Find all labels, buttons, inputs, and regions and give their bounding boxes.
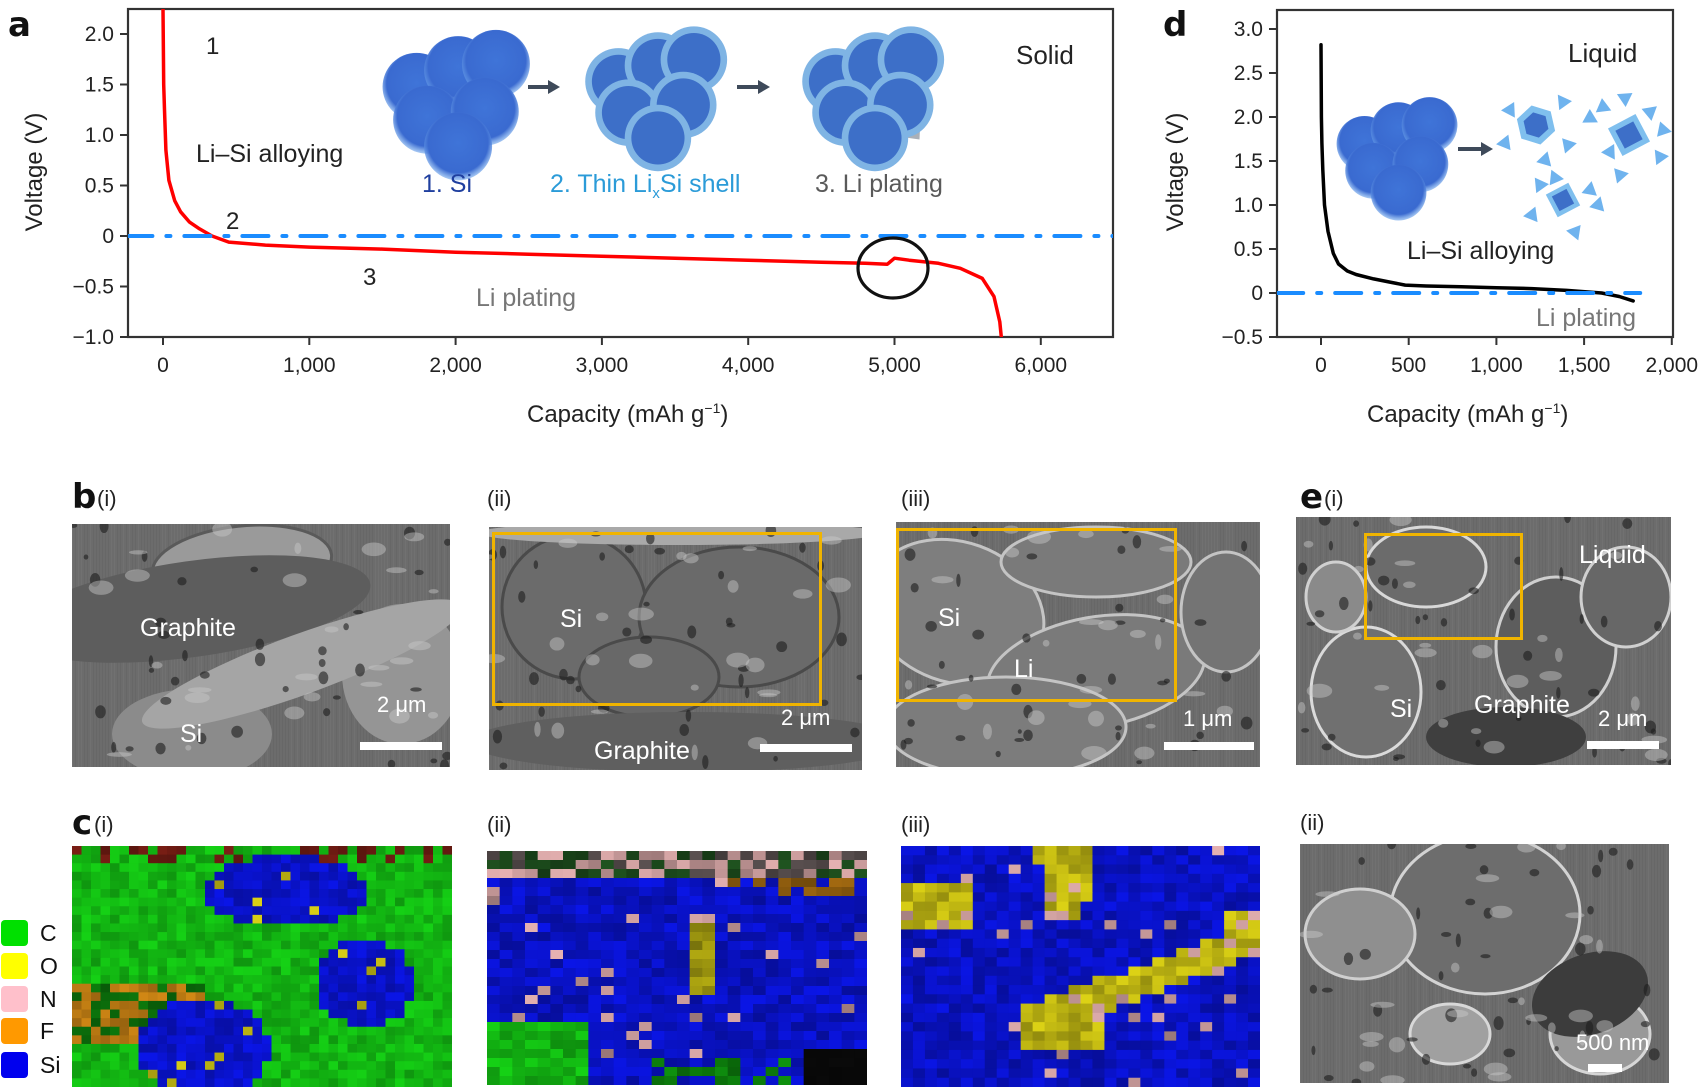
svg-text:1,000: 1,000: [1470, 354, 1523, 377]
scale-bar: [360, 742, 442, 750]
scale-bar: [760, 744, 852, 752]
panel-label-b: b: [72, 477, 97, 517]
svg-text:1.5: 1.5: [85, 74, 114, 97]
alloying-label-d: Li–Si alloying: [1407, 237, 1555, 265]
scale-bar: [1164, 742, 1254, 750]
eds-map-c-ii: [487, 851, 867, 1085]
region-label-1: 1: [206, 33, 220, 60]
y-axis-title-d: Voltage (V): [1162, 112, 1189, 232]
svg-text:3.0: 3.0: [1234, 18, 1263, 41]
svg-text:5,000: 5,000: [868, 354, 921, 377]
panel-label-a: a: [8, 5, 31, 45]
svg-text:500: 500: [1391, 354, 1426, 377]
scale-bar: [1587, 741, 1659, 749]
condition-label-solid: Solid: [1016, 40, 1074, 70]
legend-swatch-c: [1, 920, 28, 946]
roi-box: [492, 532, 822, 706]
step-label-lixsi-shell: 2. Thin LixSi shell: [550, 170, 741, 202]
svg-text:−1.0: −1.0: [73, 326, 114, 349]
plating-label-a: Li plating: [476, 284, 577, 312]
panel-c-sub-iii: (iii): [901, 812, 931, 837]
svg-text:0.5: 0.5: [85, 175, 114, 198]
roi-box: [896, 528, 1177, 702]
scale-label: 1 μm: [1183, 706, 1233, 731]
svg-text:2.5: 2.5: [1234, 62, 1263, 85]
scale-label: 2 μm: [377, 692, 427, 717]
step-label-si: 1. Si: [422, 170, 473, 198]
plating-label-d: Li plating: [1536, 304, 1637, 332]
x-axis-title-a-text: Capacity (mAh g−1): [527, 400, 729, 428]
label-si: Si: [180, 720, 203, 748]
eds-map-c-i: [72, 846, 452, 1087]
panel-b-sub-iii: (iii): [901, 486, 931, 511]
label-graphite: Graphite: [1474, 691, 1570, 719]
label-graphite: Graphite: [594, 737, 690, 765]
svg-text:3,000: 3,000: [576, 354, 629, 377]
svg-text:0: 0: [102, 225, 114, 248]
svg-text:2.0: 2.0: [1234, 106, 1263, 129]
x-axis-title-d: Capacity (mAh g−1): [1367, 400, 1569, 428]
panel-b-sub-i: (i): [97, 486, 117, 511]
panel-label-c: c: [72, 803, 93, 843]
svg-text:0.5: 0.5: [1234, 238, 1263, 261]
panel-e-sub-ii: (ii): [1300, 810, 1325, 835]
x-axis-title-a: Capacity (mAh g−1): [527, 400, 728, 429]
sem-image-e-i: Liquid Si Graphite 2 μm: [1296, 517, 1671, 765]
panel-c-sub-i: (i): [94, 812, 114, 837]
svg-text:0: 0: [1251, 282, 1263, 305]
panel-label-e: e: [1300, 477, 1324, 517]
sem-image-e-ii: 500 nm: [1300, 844, 1669, 1083]
region-label-2: 2: [226, 208, 240, 235]
svg-text:1,000: 1,000: [283, 354, 336, 377]
legend-swatch-f: [1, 1018, 28, 1044]
legend-label-o: O: [40, 953, 58, 979]
chart-a-plot: 0 1,000 2,000 3,000 4,000 5,000 6,000 2.0 1.5 1.0…: [73, 7, 1115, 377]
scale-label: 2 μm: [1598, 706, 1648, 731]
legend-label-n: N: [40, 986, 57, 1012]
svg-text:6,000: 6,000: [1015, 354, 1068, 377]
legend-label-si: Si: [40, 1052, 61, 1078]
label-li: Li: [1014, 655, 1034, 683]
svg-text:2.0: 2.0: [85, 23, 114, 46]
legend-swatch-si: [1, 1052, 28, 1078]
svg-text:0: 0: [1315, 354, 1327, 377]
svg-text:4,000: 4,000: [722, 354, 775, 377]
condition-label-liquid: Liquid: [1568, 38, 1638, 68]
legend-swatch-n: [1, 986, 28, 1012]
svg-text:0: 0: [157, 354, 169, 377]
roi-box: [1364, 533, 1523, 640]
chart-d-plot: 0 500 1,000 1,500 2,000 3.0 2.5 2.0 1.5 1.0 0.5 0 −0…: [1222, 8, 1699, 377]
label-si: Si: [560, 605, 583, 633]
svg-text:1,500: 1,500: [1558, 354, 1611, 377]
label-si: Si: [938, 604, 961, 632]
legend-swatch-o: [1, 953, 28, 979]
sem-image-b-iii: Si Li 1 μm: [896, 522, 1260, 767]
label-graphite: Graphite: [140, 614, 236, 642]
legend-label-f: F: [40, 1018, 55, 1044]
scale-label: 2 μm: [781, 705, 831, 730]
svg-text:1.0: 1.0: [85, 124, 114, 147]
panel-b-sub-ii: (ii): [487, 486, 512, 511]
label-liquid: Liquid: [1579, 541, 1646, 569]
panel-label-d: d: [1163, 5, 1188, 45]
alloying-label-a: Li–Si alloying: [196, 140, 344, 168]
svg-text:−0.5: −0.5: [73, 276, 114, 299]
region-label-3: 3: [363, 264, 377, 291]
legend-label-c: C: [40, 920, 57, 946]
svg-text:−0.5: −0.5: [1222, 326, 1263, 349]
scale-label: 500 nm: [1576, 1030, 1650, 1055]
svg-text:1.0: 1.0: [1234, 194, 1263, 217]
step-label-li-plating: 3. Li plating: [815, 170, 943, 198]
scale-bar: [1588, 1064, 1622, 1072]
svg-text:2,000: 2,000: [429, 354, 482, 377]
eds-map-c-iii: [901, 846, 1260, 1087]
svg-text:2,000: 2,000: [1646, 354, 1699, 377]
sem-image-b-i: Graphite Si 2 μm: [72, 524, 450, 767]
panel-e-sub-i: (i): [1324, 486, 1344, 511]
label-si: Si: [1390, 695, 1413, 723]
svg-text:1.5: 1.5: [1234, 150, 1263, 173]
panel-c-sub-ii: (ii): [487, 812, 512, 837]
sem-image-b-ii: Si Graphite 2 μm: [489, 527, 862, 770]
